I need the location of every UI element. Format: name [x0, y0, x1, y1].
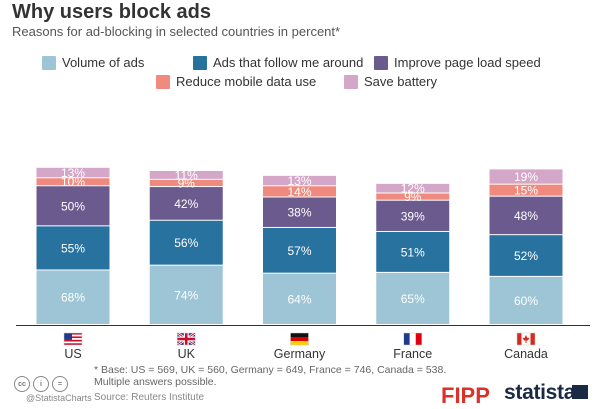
bar-segment-germany-3 — [263, 186, 336, 197]
bar-segment-france-2 — [376, 200, 450, 231]
data-label-germany-4: 13% — [287, 174, 311, 188]
legend-swatch — [156, 74, 170, 89]
uk-flag-icon — [176, 331, 196, 347]
data-label-germany-3: 14% — [287, 185, 311, 199]
bar-segment-canada-3 — [489, 184, 563, 196]
data-label-germany-2: 38% — [287, 206, 311, 220]
data-label-germany-0: 64% — [287, 292, 311, 306]
data-label-france-2: 39% — [401, 209, 425, 223]
data-label-us-2: 50% — [61, 199, 85, 213]
bar-segment-canada-2 — [489, 196, 563, 235]
legend-label: Ads that follow me around — [213, 55, 364, 70]
legend-item-improve-page-load-speed: Improve page load speed — [374, 55, 541, 70]
data-label-canada-4: 19% — [514, 170, 538, 184]
bar-segment-germany-0 — [263, 273, 336, 324]
statista-mark-icon — [572, 385, 588, 399]
bar-segment-france-4 — [376, 183, 450, 193]
bar-segment-germany-1 — [263, 227, 336, 273]
legend-item-reduce-mobile-data-use: Reduce mobile data use — [156, 74, 316, 89]
no-derivatives-icon: = — [52, 376, 68, 392]
bar-segment-germany-2 — [263, 197, 336, 227]
country-label-france: France — [393, 347, 432, 361]
bar-segment-france-3 — [376, 193, 450, 200]
legend-swatch — [193, 55, 207, 70]
statista-logo[interactable]: statista — [504, 381, 576, 404]
us-flag-icon — [63, 332, 83, 346]
country-label-germany: Germany — [274, 347, 326, 361]
data-label-uk-3: 9% — [178, 176, 196, 190]
bar-segment-canada-0 — [489, 276, 563, 324]
bar-segment-uk-1 — [149, 220, 223, 265]
data-label-us-4: 13% — [61, 166, 85, 180]
legend-swatch — [344, 74, 358, 89]
stacked-bar-chart: 68%55%50%10%13%US74%56%42%9%11%UK64%57%3… — [16, 166, 590, 361]
bar-segment-uk-0 — [149, 265, 223, 324]
data-label-canada-1: 52% — [514, 249, 538, 263]
bar-segment-us-4 — [36, 167, 110, 178]
data-label-canada-2: 48% — [514, 209, 538, 223]
legend-label: Save battery — [364, 74, 437, 89]
bar-segment-france-1 — [376, 231, 450, 272]
data-label-germany-1: 57% — [287, 244, 311, 258]
creative-commons-badge[interactable]: cc i = — [14, 376, 71, 392]
data-label-us-1: 55% — [61, 241, 85, 255]
bar-segment-canada-1 — [489, 235, 563, 276]
country-label-us: US — [64, 347, 81, 361]
data-label-uk-1: 56% — [174, 236, 198, 250]
country-label-canada: Canada — [504, 347, 548, 361]
bar-segment-canada-4 — [489, 169, 563, 184]
bar-segment-us-0 — [36, 270, 110, 324]
chart-title: Why users block ads — [12, 1, 211, 23]
legend-label: Volume of ads — [62, 55, 145, 70]
bar-segment-uk-2 — [149, 187, 223, 220]
data-label-us-3: 10% — [61, 175, 85, 189]
chart-legend: Volume of ads Ads that follow me around … — [0, 51, 600, 91]
legend-swatch — [374, 55, 388, 70]
footnote-line-2: Multiple answers possible. — [94, 376, 217, 388]
bar-segment-uk-3 — [149, 179, 223, 187]
data-label-france-3: 9% — [404, 190, 422, 204]
fipp-logo[interactable]: FIPP — [441, 383, 490, 408]
data-label-canada-3: 15% — [514, 184, 538, 198]
data-label-france-1: 51% — [401, 245, 425, 259]
bar-segment-france-0 — [376, 272, 450, 324]
legend-item-volume-of-ads: Volume of ads — [42, 55, 144, 70]
canada-flag-icon — [516, 332, 536, 346]
data-label-france-0: 65% — [401, 292, 425, 306]
france-flag-icon — [403, 332, 422, 346]
country-label-uk: UK — [178, 347, 196, 361]
cc-icon: cc — [14, 376, 30, 392]
data-label-canada-0: 60% — [514, 294, 538, 308]
legend-swatch — [42, 55, 56, 70]
data-label-france-4: 12% — [401, 182, 425, 196]
germany-flag-icon — [290, 332, 309, 346]
chart-subtitle: Reasons for ad-blocking in selected coun… — [12, 24, 341, 39]
bar-segment-uk-4 — [149, 171, 223, 179]
statista-charts-credit[interactable]: @StatistaCharts — [26, 393, 92, 403]
bar-segment-germany-4 — [263, 175, 336, 186]
data-label-uk-4: 11% — [175, 168, 198, 182]
bar-segment-us-1 — [36, 226, 110, 270]
legend-item-save-battery: Save battery — [344, 74, 437, 89]
data-label-uk-2: 42% — [174, 197, 198, 211]
chart-footnote: * Base: US = 569, UK = 560, Germany = 64… — [94, 364, 446, 388]
chart-source: Source: Reuters Institute — [94, 392, 205, 403]
legend-item-ads-that-follow-me-around: Ads that follow me around — [193, 55, 363, 70]
data-label-uk-0: 74% — [174, 288, 198, 302]
data-label-us-0: 68% — [61, 291, 85, 305]
bar-segment-us-2 — [36, 186, 110, 226]
attribution-icon: i — [33, 376, 49, 392]
bar-segment-us-3 — [36, 178, 110, 186]
footnote-line-1: * Base: US = 569, UK = 560, Germany = 64… — [94, 364, 447, 376]
legend-label: Improve page load speed — [394, 55, 541, 70]
legend-label: Reduce mobile data use — [176, 74, 317, 89]
